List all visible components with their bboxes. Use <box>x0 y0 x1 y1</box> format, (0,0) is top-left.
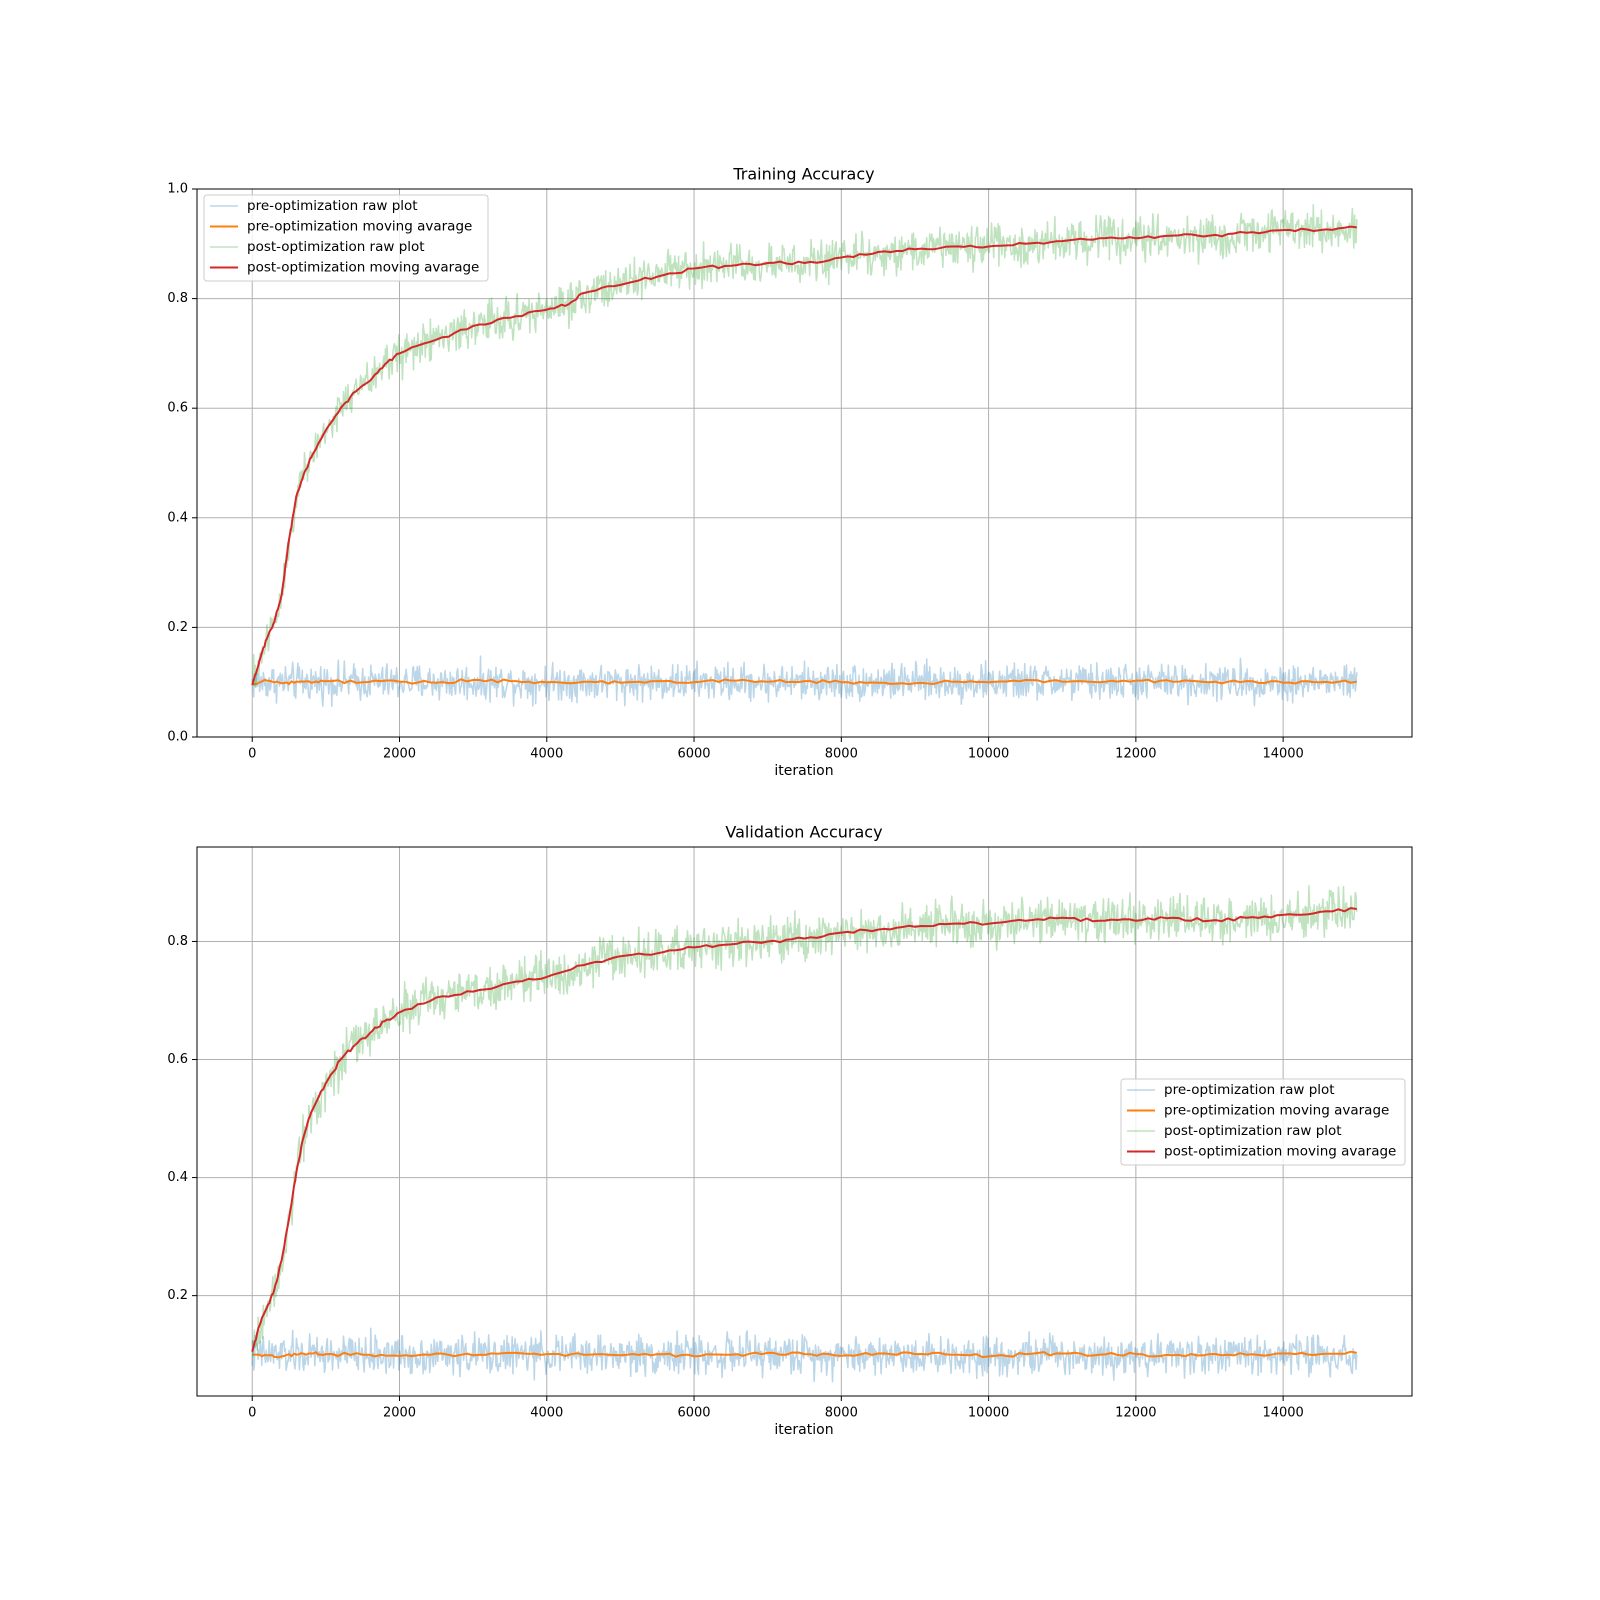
series-line-pre-optimization-moving-avarage <box>251 678 1357 686</box>
y-tick-label: 0.2 <box>167 1288 188 1303</box>
legend-label: post-optimization raw plot <box>1164 1123 1342 1139</box>
series-layer <box>251 204 1358 708</box>
x-tick-label: 0 <box>248 747 256 762</box>
plot-frame <box>196 188 1413 738</box>
legend: pre-optimization raw plot pre-optimizatio… <box>203 194 489 282</box>
y-tick-label: 0.6 <box>167 1052 188 1067</box>
legend-label: pre-optimization raw plot <box>247 198 418 214</box>
x-tick-label: 0 <box>248 1406 256 1421</box>
x-tick-label: 4000 <box>530 1406 563 1421</box>
x-tick-label: 12000 <box>1115 747 1156 762</box>
x-tick-label: 6000 <box>677 1406 710 1421</box>
x-tick-label: 2000 <box>383 1406 416 1421</box>
training-accuracy-chart: Training Accuracy 0 2000 4000 6000 8000 10000… <box>167 165 1413 779</box>
x-tick-label: 2000 <box>383 747 416 762</box>
series-line-pre-optimization-raw-plot <box>251 655 1358 708</box>
legend-label: post-optimization raw plot <box>247 239 425 255</box>
series-line-post-optimization-moving-avarage <box>251 225 1357 686</box>
legend-label: pre-optimization moving avarage <box>1164 1103 1389 1119</box>
x-ticks: 0 2000 4000 6000 8000 10000 12000 14000 <box>248 1396 1304 1421</box>
x-tick-label: 4000 <box>530 747 563 762</box>
legend: pre-optimization raw plot pre-optimizatio… <box>1120 1078 1406 1166</box>
legend-label: pre-optimization raw plot <box>1164 1082 1335 1098</box>
x-tick-label: 10000 <box>968 747 1009 762</box>
x-axis-label: iteration <box>774 1422 833 1438</box>
chart-title: Validation Accuracy <box>725 823 882 842</box>
x-tick-label: 14000 <box>1262 1406 1303 1421</box>
legend-box <box>1120 1078 1406 1166</box>
x-tick-label: 6000 <box>677 747 710 762</box>
x-tick-label: 8000 <box>825 747 858 762</box>
y-tick-label: 0.6 <box>167 401 188 416</box>
x-axis-label: iteration <box>774 763 833 779</box>
series-line-post-optimization-moving-avarage <box>251 907 1357 1352</box>
legend-box <box>203 194 489 282</box>
y-tick-label: 0.0 <box>167 730 188 745</box>
x-tick-label: 8000 <box>825 1406 858 1421</box>
y-tick-label: 0.8 <box>167 291 188 306</box>
chart-title: Training Accuracy <box>732 165 874 184</box>
x-tick-label: 14000 <box>1262 747 1303 762</box>
series-layer <box>251 885 1358 1383</box>
y-tick-label: 0.8 <box>167 934 188 949</box>
y-ticks: 0.2 0.4 0.6 0.8 <box>167 934 197 1303</box>
y-tick-label: 0.4 <box>167 1170 188 1185</box>
y-ticks: 0.0 0.2 0.4 0.6 0.8 1.0 <box>167 182 197 745</box>
validation-accuracy-chart: Validation Accuracy 0 2000 4000 6000 8000 100… <box>167 823 1413 1438</box>
legend-label: pre-optimization moving avarage <box>247 219 472 235</box>
y-tick-label: 0.4 <box>167 510 188 525</box>
legend-label: post-optimization moving avarage <box>1164 1144 1396 1160</box>
x-tick-label: 12000 <box>1115 1406 1156 1421</box>
x-ticks: 0 2000 4000 6000 8000 10000 12000 14000 <box>248 737 1304 762</box>
y-tick-label: 0.2 <box>167 620 188 635</box>
series-line-pre-optimization-moving-avarage <box>252 1350 1357 1359</box>
legend-label: post-optimization moving avarage <box>247 260 479 276</box>
plot-frame <box>196 846 1413 1397</box>
y-tick-label: 1.0 <box>167 182 188 197</box>
x-tick-label: 10000 <box>968 1406 1009 1421</box>
